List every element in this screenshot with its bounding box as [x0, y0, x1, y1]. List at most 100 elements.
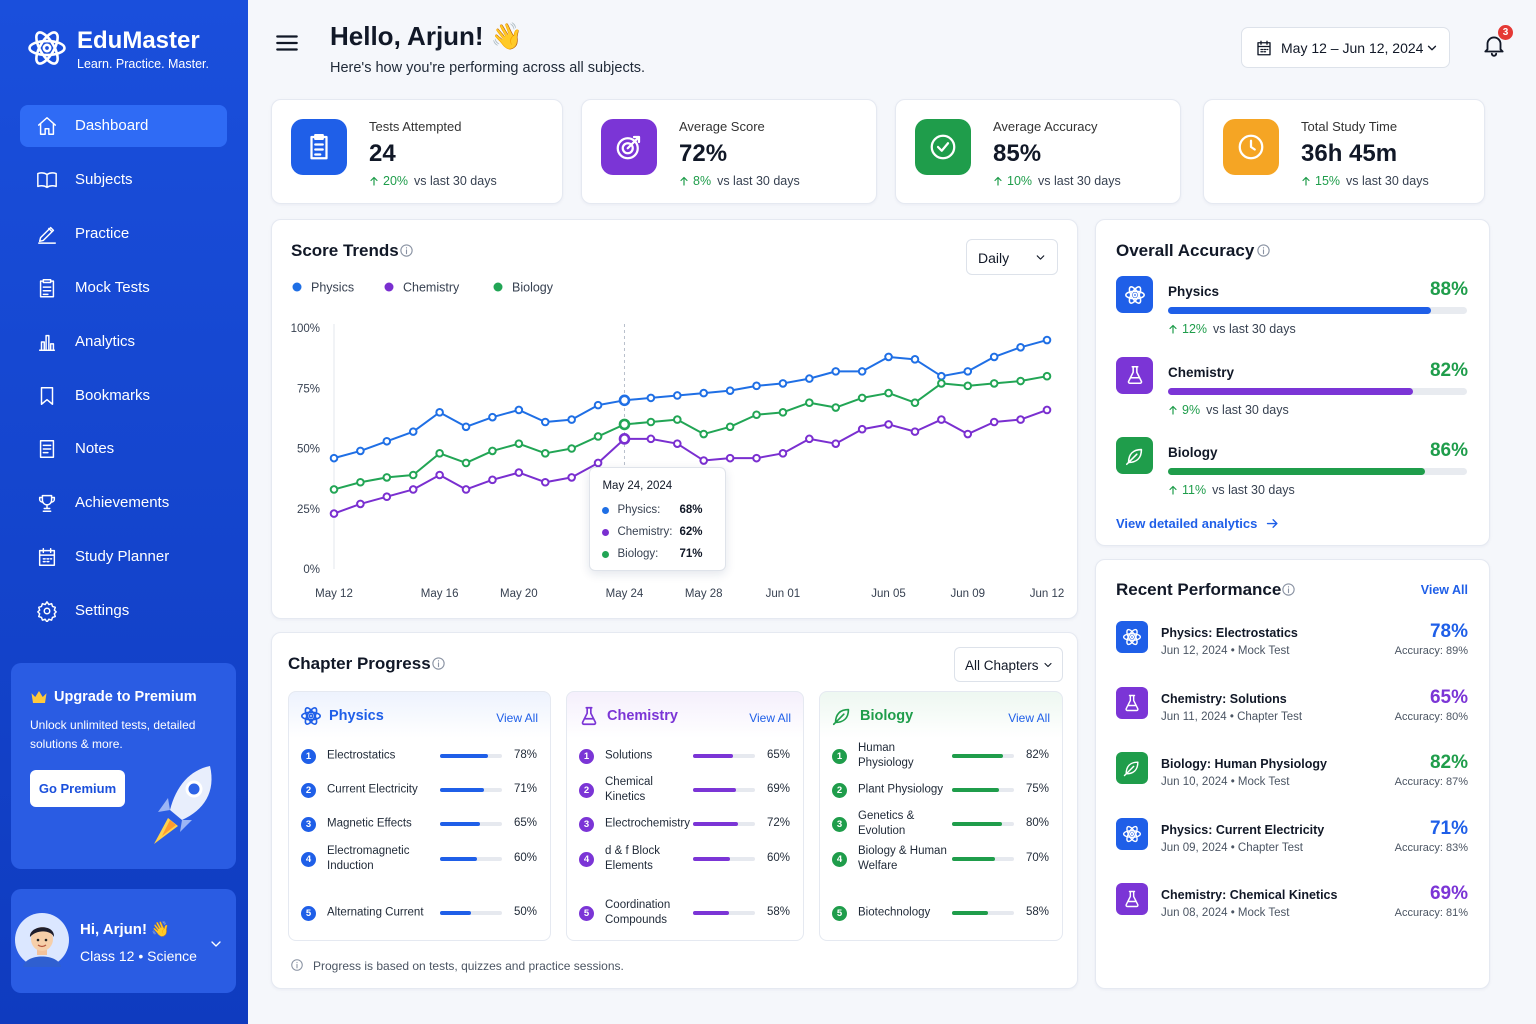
x-tick-label: May 16 — [421, 588, 459, 600]
data-point — [435, 449, 444, 458]
icon-shape — [1257, 244, 1270, 257]
crown-icon — [30, 689, 48, 705]
progress-track — [952, 911, 1014, 915]
icon-shape — [1267, 519, 1278, 528]
chapter-filter[interactable]: All Chapters — [954, 647, 1063, 682]
menu-button[interactable] — [274, 30, 300, 56]
stat-label: Average Accuracy — [993, 119, 1098, 134]
period-dropdown[interactable]: Daily — [966, 239, 1058, 275]
nav-item[interactable]: Subjects — [20, 159, 227, 201]
progress-track — [693, 911, 755, 915]
icon-shape — [291, 959, 303, 971]
view-all-link[interactable]: View All — [749, 711, 791, 725]
legend-marker — [292, 282, 302, 292]
data-point — [857, 367, 867, 376]
icon-shape — [1122, 632, 1142, 642]
icon-shape — [37, 172, 57, 188]
nav-item[interactable]: Analytics — [20, 321, 227, 363]
tooltip-marker — [602, 551, 610, 558]
filter-chevron — [1042, 659, 1054, 671]
notification-bell[interactable] — [1481, 32, 1507, 58]
performance-item[interactable]: Chemistry: Chemical Kinetics Jun 08, 2024… — [1096, 882, 1489, 932]
subject-progress-card: Physics View All 1 Electrostatics 78% 2 Curren… — [288, 691, 551, 941]
data-point — [514, 468, 524, 477]
view-all-link[interactable]: View All — [496, 711, 538, 725]
accuracy-value: 82% — [1429, 359, 1468, 381]
icon-shape — [1257, 40, 1271, 56]
performance-item[interactable]: Chemistry: Solutions Jun 11, 2024 • Chapt… — [1096, 686, 1489, 736]
data-point — [725, 453, 735, 463]
icon-shape — [1238, 134, 1264, 160]
date-range-picker[interactable]: May 12 – Jun 12, 2024 — [1241, 27, 1450, 68]
data-point — [1042, 405, 1052, 415]
accuracy-track — [1168, 468, 1467, 475]
change-percent: 11% — [1182, 483, 1207, 497]
nav-item[interactable]: Notes — [20, 428, 227, 470]
icon-shape — [38, 226, 56, 244]
item-score: 65% — [1429, 686, 1468, 708]
subject-icon — [1116, 276, 1153, 313]
data-point — [646, 434, 656, 444]
performance-item[interactable]: Physics: Current Electricity Jun 09, 2024… — [1096, 817, 1489, 867]
item-accuracy: Accuracy: 83% — [1394, 841, 1468, 854]
up-arrow — [1167, 323, 1179, 335]
premium-card: Upgrade to Premium Unlock unlimited tests… — [11, 663, 236, 869]
chapter-name: Genetics & Evolution — [858, 810, 915, 837]
performance-item[interactable]: Biology: Human Physiology Jun 10, 2024 • … — [1096, 751, 1489, 801]
stat-value: 85% — [993, 140, 1042, 167]
x-tick-label: May 12 — [315, 588, 353, 600]
chapter-number: 3 — [301, 816, 316, 832]
progress-track — [440, 822, 502, 826]
icon-shape — [1125, 448, 1142, 465]
subject-icon — [831, 705, 853, 727]
data-point — [435, 470, 444, 480]
up-arrow — [678, 175, 690, 187]
up-arrow — [1300, 175, 1312, 187]
sidebar: EduMaster Learn. Practice. Master. Dashboa… — [0, 0, 248, 1024]
icon-shape — [1126, 628, 1138, 646]
icon-shape — [38, 334, 56, 351]
x-tick-label: Jun 09 — [951, 588, 986, 600]
data-point — [593, 458, 603, 468]
line-chart: 0% 25% 50% 75% 100% May 12 May 16 May 20 May 24 M… — [291, 281, 1065, 601]
tooltip-value: 62% — [679, 526, 703, 538]
progress-label: 58% — [1025, 906, 1049, 918]
performance-item[interactable]: Physics: Electrostatics Jun 12, 2024 • Mo… — [1096, 620, 1489, 670]
view-all-link[interactable]: View All — [1420, 583, 1468, 597]
view-all-link[interactable]: View All — [1008, 711, 1050, 725]
icon-shape — [1169, 485, 1177, 495]
change-percent: 20% — [383, 174, 409, 188]
item-title: Physics: Electrostatics — [1161, 626, 1298, 640]
data-point — [435, 408, 444, 417]
icon-shape — [308, 713, 314, 719]
nav-item[interactable]: Settings — [20, 590, 227, 632]
data-point — [910, 355, 920, 364]
nav-label: Mock Tests — [75, 278, 150, 296]
view-analytics-link[interactable]: View detailed analytics — [1116, 516, 1280, 531]
data-point — [884, 388, 893, 398]
progress-label: 69% — [766, 783, 790, 795]
nav-icon — [36, 223, 58, 245]
go-premium-button[interactable]: Go Premium — [30, 770, 125, 807]
nav-item[interactable]: Study Planner — [20, 536, 227, 578]
subject-icon — [1116, 817, 1148, 850]
chapter-number: 2 — [579, 782, 594, 798]
icon-shape — [1129, 634, 1135, 640]
progress-bar — [693, 857, 731, 861]
icon-shape — [1257, 40, 1271, 56]
icon-shape — [1123, 761, 1139, 777]
nav-item[interactable]: Practice — [20, 213, 227, 255]
series-line — [333, 375, 1048, 491]
icon-shape — [40, 386, 54, 405]
nav-item[interactable]: Bookmarks — [20, 375, 227, 417]
icon-shape — [1169, 324, 1177, 334]
tooltip-date: May 24, 2024 — [602, 480, 673, 492]
item-meta: Jun 09, 2024 • Chapter Test — [1161, 841, 1303, 854]
icon-shape — [581, 706, 597, 726]
icon-shape — [37, 601, 57, 623]
nav-item[interactable]: Achievements — [20, 482, 227, 524]
nav-item[interactable]: Dashboard — [20, 105, 227, 147]
data-point — [699, 456, 709, 465]
nav-item[interactable]: Mock Tests — [20, 267, 227, 309]
